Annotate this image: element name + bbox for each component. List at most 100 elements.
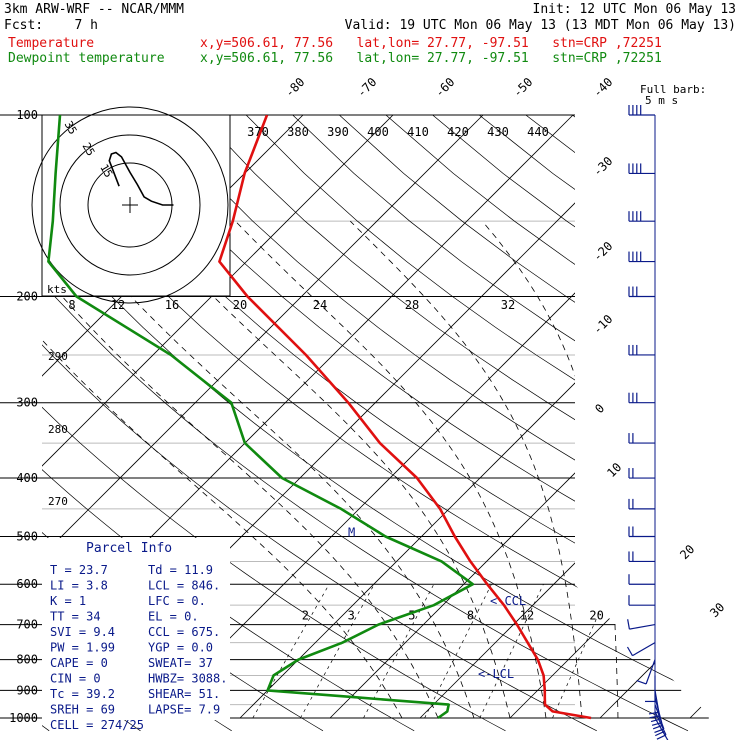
parcel-box-bg: [42, 538, 230, 720]
isotherm-line: [42, 115, 394, 719]
theta-label: 430: [487, 125, 509, 139]
isotherm-label: -20: [590, 239, 615, 264]
parcel-row-left: SREH = 69: [50, 703, 115, 717]
wind-barb: [628, 574, 655, 585]
hodograph-trace: [108, 151, 174, 206]
mixing-ratio-label: 8: [467, 609, 474, 623]
lcl-marker: <-LCL: [478, 667, 514, 681]
parcel-row-right: EL = 0.: [148, 610, 199, 624]
barb-flag: [654, 728, 665, 733]
parcel-row-left: SVI = 9.4: [50, 625, 115, 639]
parcel-row-left: K = 1: [50, 594, 86, 608]
theta-label: 420: [447, 125, 469, 139]
dry-adiabat: [42, 115, 597, 732]
isotherm-label: -40: [590, 75, 615, 100]
parcel-title: Parcel Info: [86, 541, 172, 556]
parcel-row-left: LI = 3.8: [50, 579, 108, 593]
dry-adiabat: [42, 115, 506, 732]
wind-barb: [652, 704, 665, 733]
parcel-row-left: Tc = 39.2: [50, 687, 115, 701]
barb-legend-title: Full barb:: [640, 83, 706, 96]
barb-staff: [645, 659, 656, 685]
moist-adiabat: [235, 220, 547, 719]
wind-barb: [628, 595, 655, 606]
moist-adiabat: [350, 220, 583, 719]
isotherm-label: -10: [590, 312, 615, 337]
mixing-ratio-label: 5: [408, 609, 415, 623]
barb-flag: [652, 724, 663, 730]
barb-flag: [650, 718, 661, 723]
wind-barb: [628, 211, 655, 222]
hodograph-ring-label: 35: [62, 119, 80, 137]
wind-barb: [626, 642, 656, 657]
mixing-ratio-label: 2: [302, 609, 309, 623]
parcel-row-right: SWEAT= 37: [148, 656, 213, 670]
isotherm-label: 0: [592, 401, 607, 416]
isotherm-label: 30: [707, 600, 727, 620]
header-line1-left: 3km ARW-WRF -- NCAR/MMM: [4, 2, 185, 17]
hodograph-ring-label: 25: [79, 140, 97, 158]
isotherm-line: [599, 115, 735, 719]
isotherm-line: [419, 115, 735, 719]
pressure-label-500: 500: [16, 529, 38, 543]
moist-adiabat-label: 28: [405, 298, 419, 312]
isotherm-label: 10: [604, 460, 624, 480]
isotherm-line: [689, 115, 735, 719]
header-line2-right: Valid: 19 UTC Mon 06 May 13 (13 MDT Mon …: [344, 18, 736, 33]
barb-flag: [651, 722, 662, 726]
dry-adiabat: [665, 115, 735, 732]
header-line1-right: Init: 12 UTC Mon 06 May 13: [532, 2, 737, 17]
dry-adiabat: [199, 115, 735, 732]
mixing-ratio-line: [552, 584, 613, 719]
wind-barb: [628, 468, 655, 479]
theta-label: 380: [287, 125, 309, 139]
theta-label: 390: [327, 125, 349, 139]
theta-label: 370: [247, 125, 269, 139]
dry-adiabat-label: 280: [48, 423, 68, 436]
dry-adiabat: [525, 115, 735, 732]
barb-flag: [656, 734, 667, 740]
barb-legend-value: 5 m s: [645, 94, 678, 107]
moist-adiabat-label: 12: [111, 298, 125, 312]
sounding-series: [47, 115, 592, 720]
hodograph-unit-label: kts: [47, 283, 67, 296]
parcel-row-right: Td = 11.9: [148, 563, 213, 577]
header-line2-left: Fcst: 7 h: [4, 18, 98, 33]
parcel-row-right: CCL = 675.: [148, 625, 220, 639]
dry-adiabat: [432, 115, 735, 732]
parcel-row-right: HWBZ= 3088.: [148, 672, 227, 686]
parcel-row-right: LAPSE= 7.9: [148, 703, 220, 717]
wind-barb: [645, 675, 656, 703]
isotherm-label: -50: [510, 75, 535, 100]
isotherm-label: -80: [282, 75, 307, 100]
moist-adiabat-label: 20: [233, 298, 247, 312]
isotherm-label: 20: [677, 542, 697, 562]
mixing-ratio-label: 3: [348, 609, 355, 623]
wind-barb: [628, 105, 655, 116]
theta-label: 400: [367, 125, 389, 139]
barb-flag: [648, 711, 659, 715]
wind-barb: [628, 286, 655, 298]
wind-barb: [628, 526, 655, 538]
wind-barb: [636, 659, 656, 685]
dry-adiabat: [42, 115, 689, 732]
wind-barb: [628, 344, 655, 356]
parcel-row-right: YGP = 0.0: [148, 641, 213, 655]
dry-adiabat: [339, 115, 735, 732]
dry-adiabat: [42, 115, 735, 732]
barb-staff: [629, 624, 656, 630]
moist-adiabat-label: 32: [501, 298, 515, 312]
theta-label: 440: [527, 125, 549, 139]
theta-label: 410: [407, 125, 429, 139]
hodograph-ring: [31, 106, 229, 304]
parcel-row-left: PW = 1.99: [50, 641, 115, 655]
moist-adiabat: [64, 220, 475, 719]
temperature-legend-info: x,y=506.61, 77.56 lat,lon= 27.77, -97.51…: [200, 36, 662, 51]
parcel-row-left: T = 23.7: [50, 563, 108, 577]
wind-barb: [628, 433, 655, 444]
isotherm-line: [149, 115, 735, 719]
pressure-label-800: 800: [16, 653, 38, 667]
dry-adiabat: [245, 115, 735, 732]
